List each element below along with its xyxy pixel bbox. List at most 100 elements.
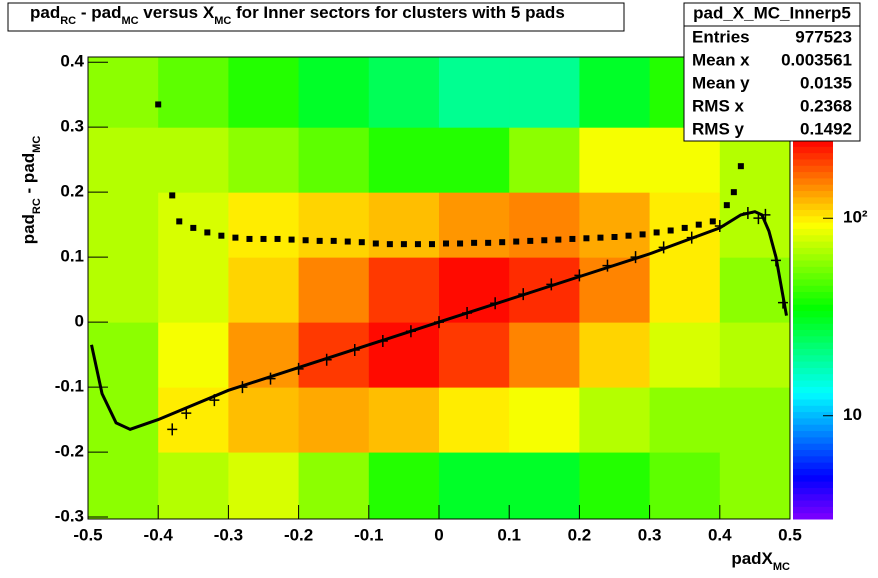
text-run: pad — [19, 214, 38, 244]
palette-step — [793, 291, 833, 299]
profile-point — [274, 235, 281, 242]
palette-step — [793, 449, 833, 457]
profile-point — [358, 239, 365, 246]
profile-point — [653, 229, 660, 236]
palette-step — [793, 140, 833, 147]
title-box — [7, 2, 625, 32]
profile-point — [555, 236, 562, 243]
profile-point — [695, 221, 702, 228]
heat-cell — [88, 452, 159, 519]
heat-cell — [719, 322, 790, 388]
palette-step — [793, 184, 833, 192]
palette-step — [793, 487, 833, 495]
palette-step — [793, 234, 833, 242]
profile-point — [386, 241, 393, 248]
palette-step — [793, 152, 833, 160]
palette-step — [793, 468, 833, 476]
heat-cell — [368, 192, 440, 258]
profile-point — [204, 229, 211, 236]
palette-step — [793, 310, 833, 318]
heat-cell — [368, 257, 440, 323]
z-tick-label: 10² — [843, 208, 868, 227]
subscript: RC — [31, 198, 43, 214]
palette-step — [793, 354, 833, 362]
profile-point — [737, 163, 744, 170]
heat-cell — [298, 387, 370, 453]
heat-cell — [298, 192, 370, 258]
palette-step — [793, 506, 833, 514]
palette-step — [793, 215, 833, 223]
heat-cell — [649, 387, 721, 453]
heat-cell — [719, 387, 790, 453]
palette-step — [793, 493, 833, 501]
profile-point — [218, 232, 225, 239]
profile-point — [681, 224, 688, 231]
x-tick-label: 0.2 — [568, 525, 592, 544]
profile-point — [541, 237, 548, 244]
palette-step — [793, 247, 833, 255]
palette-step — [793, 196, 833, 204]
y-tick-label: 0.3 — [60, 117, 84, 136]
palette-step — [793, 481, 833, 488]
palette-step — [793, 146, 833, 154]
palette-step — [793, 285, 833, 293]
heat-cell — [439, 452, 510, 519]
heat-cell — [228, 387, 300, 453]
palette-step — [793, 241, 833, 248]
subscript: RC — [60, 15, 76, 27]
heat-cell — [298, 452, 370, 519]
palette-step — [793, 500, 833, 507]
palette-step — [793, 474, 833, 482]
profile-point — [625, 232, 632, 239]
y-tick-label: -0.3 — [55, 507, 84, 526]
heat-cell — [228, 127, 300, 193]
palette-step — [793, 228, 833, 236]
heat-cell — [439, 57, 510, 128]
stats-label: Mean y — [692, 73, 750, 92]
profile-point — [372, 240, 379, 247]
heat-cell — [158, 452, 229, 519]
profile-point — [330, 237, 337, 244]
profile-point — [400, 241, 407, 248]
y-tick-label: -0.1 — [55, 377, 84, 396]
subscript: MC — [31, 136, 43, 153]
x-tick-label: 0 — [434, 525, 443, 544]
heat-cell — [509, 257, 580, 323]
x-tick-label: -0.5 — [73, 525, 102, 544]
heat-cell — [88, 387, 159, 453]
palette-step — [793, 443, 833, 451]
z-tick-label: 10 — [843, 405, 862, 424]
heat-cell — [579, 257, 651, 323]
heat-cell — [579, 192, 651, 258]
palette-step — [793, 348, 833, 356]
heat-cell — [649, 452, 721, 519]
palette-step — [793, 342, 833, 349]
profile-point — [611, 233, 618, 240]
heat-cell — [439, 257, 510, 323]
stats-value: 0.003561 — [781, 50, 852, 69]
profile-point — [155, 101, 162, 108]
palette-step — [793, 462, 833, 469]
text-run: for Inner sectors for clusters with 5 pa… — [231, 3, 564, 22]
heat-cell — [719, 452, 790, 519]
heat-cell — [509, 322, 580, 388]
palette-step — [793, 266, 833, 274]
profile-point — [246, 235, 253, 242]
heat-cell — [579, 322, 651, 388]
subscript: MC — [121, 15, 138, 27]
profile-point — [457, 240, 464, 247]
profile-point — [513, 238, 520, 245]
palette-step — [793, 430, 833, 438]
profile-point — [190, 224, 197, 231]
profile-point — [639, 231, 646, 238]
stats-value: 977523 — [795, 27, 852, 46]
heat-cell — [298, 57, 370, 128]
heat-cell — [579, 57, 651, 128]
profile-point — [709, 218, 716, 225]
profile-point — [316, 237, 323, 244]
palette-step — [793, 424, 833, 432]
heat-cell — [88, 57, 159, 128]
y-tick-label: 0.2 — [60, 182, 84, 201]
heat-cell — [649, 257, 721, 323]
x-tick-label: 0.1 — [497, 525, 521, 544]
